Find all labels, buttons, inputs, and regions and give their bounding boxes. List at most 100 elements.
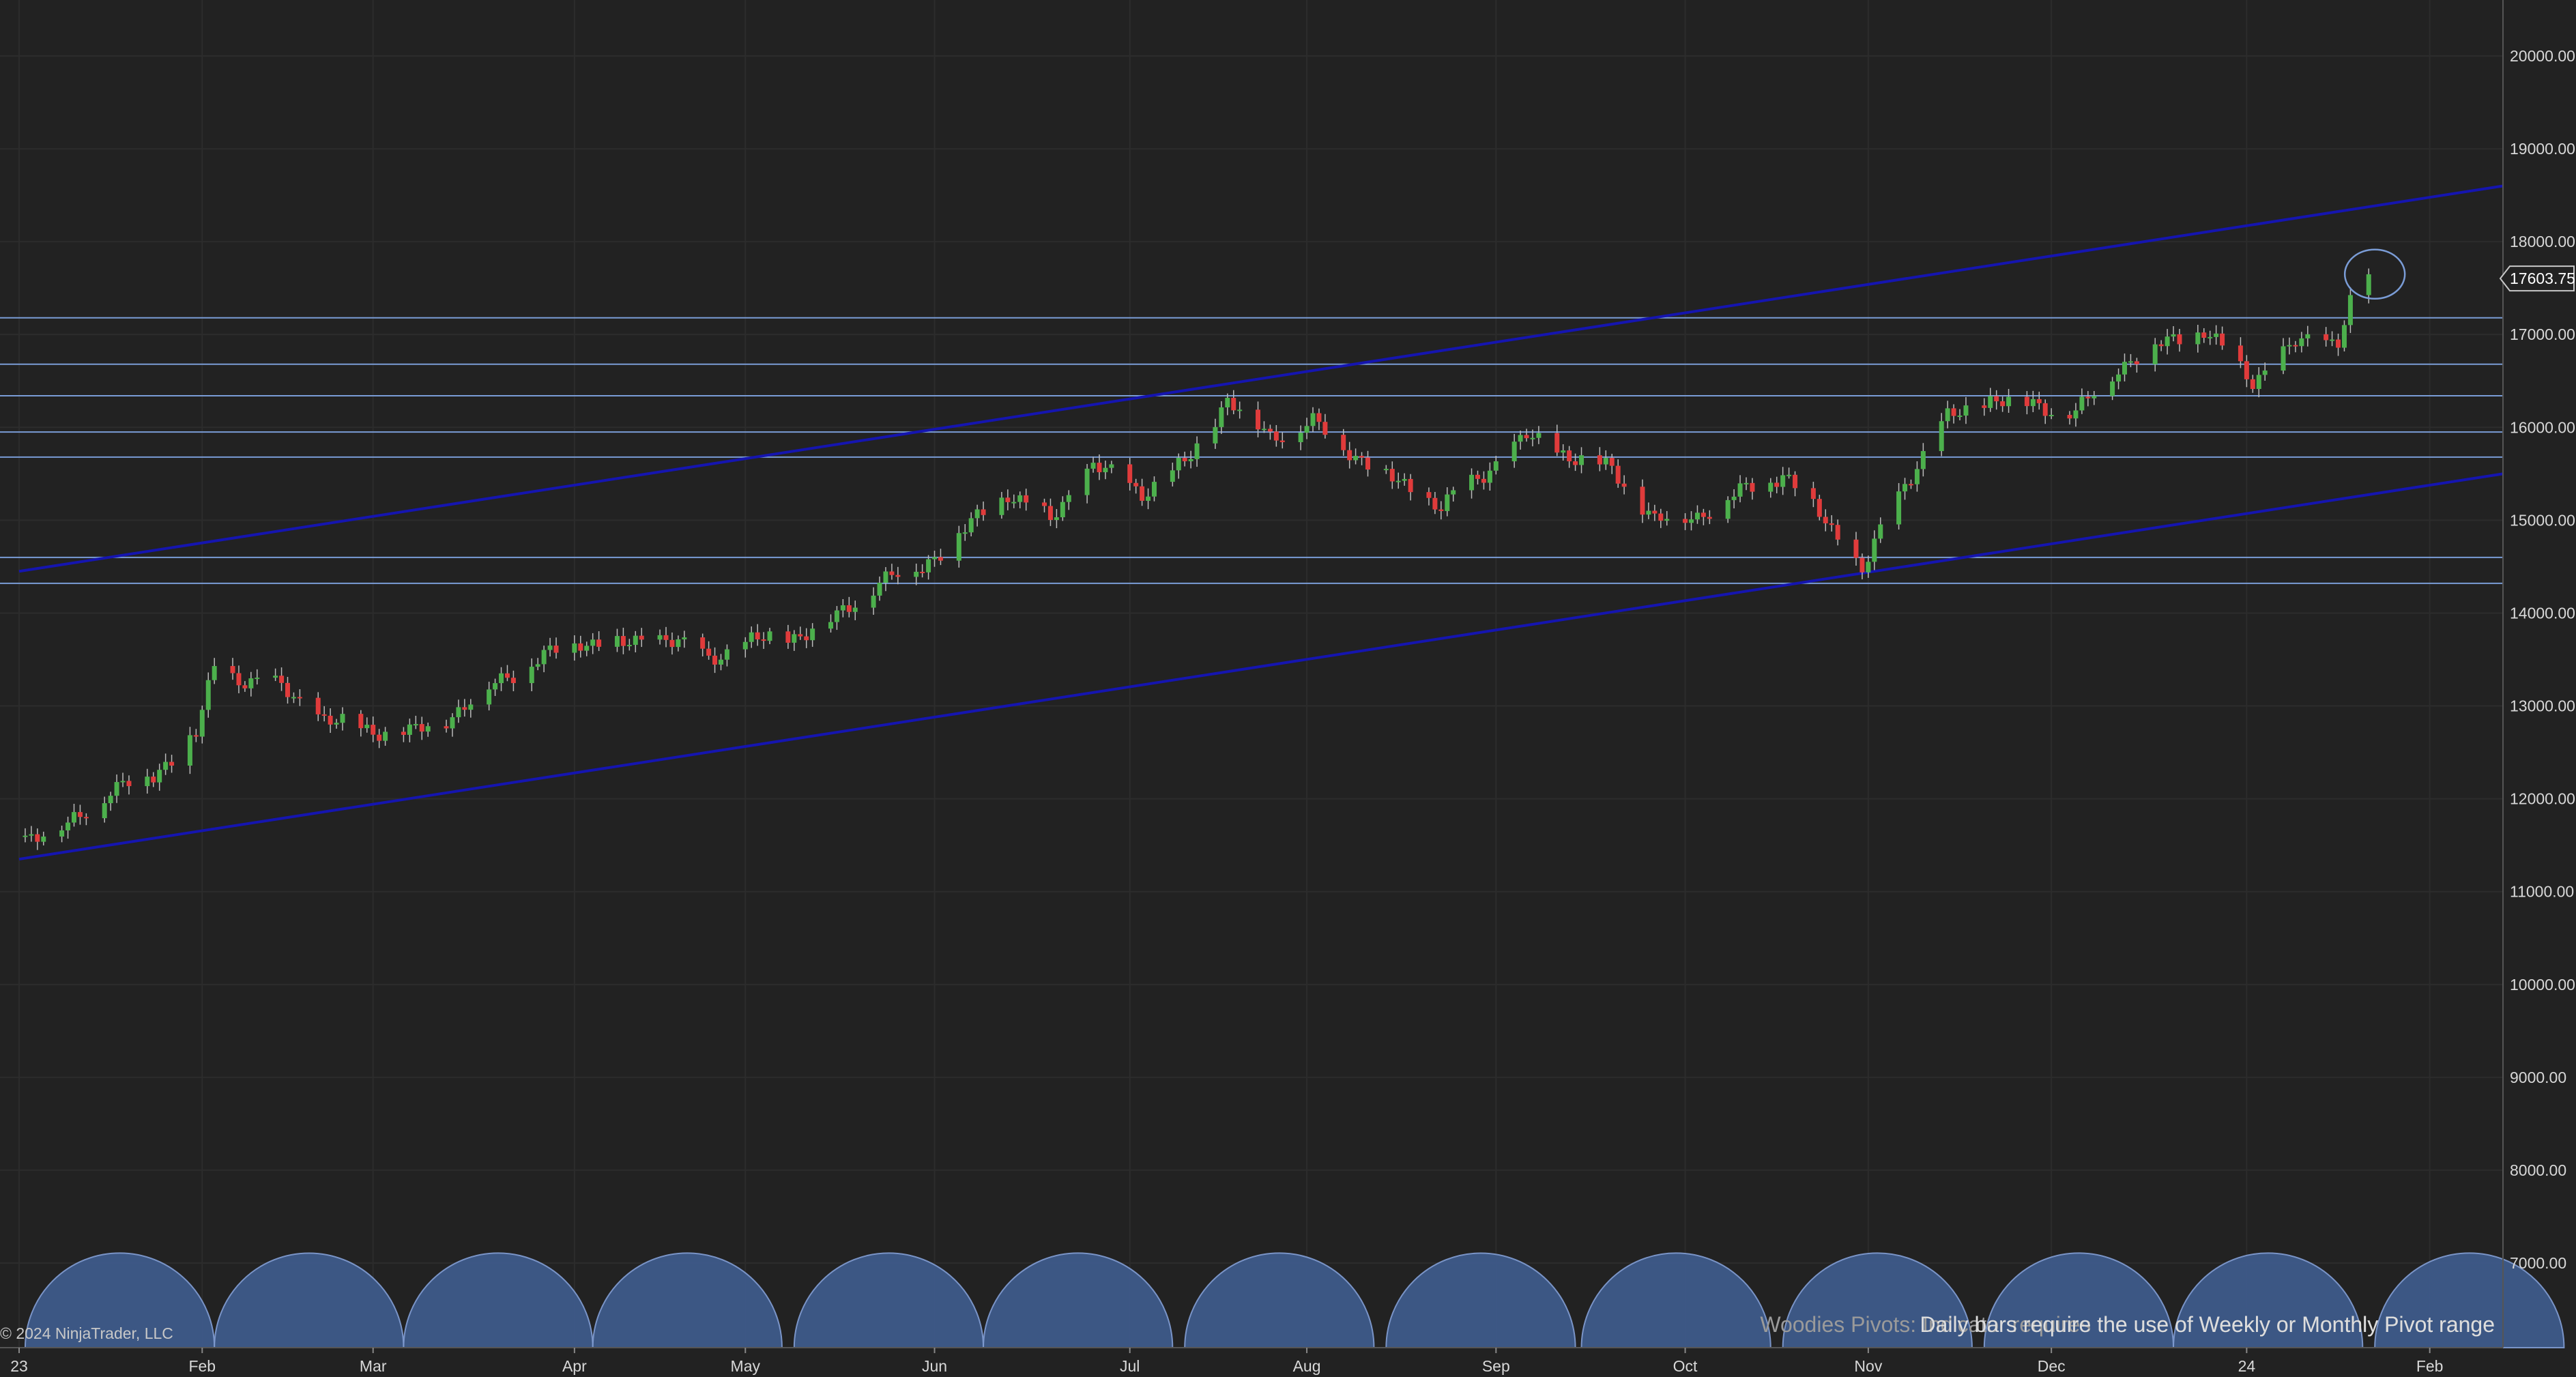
price-axis-tick-label: 9000.00 xyxy=(2510,1069,2566,1086)
price-axis-tick-label: 13000.00 xyxy=(2510,697,2575,715)
candle-body-down xyxy=(230,666,235,673)
candle xyxy=(1316,408,1322,431)
candle xyxy=(1768,478,1774,498)
candle xyxy=(1219,401,1224,434)
candle-body-down xyxy=(2067,415,2072,419)
candle xyxy=(1279,432,1285,449)
candle xyxy=(1878,517,1883,543)
candle-body-down xyxy=(1047,506,1053,521)
candle xyxy=(1090,456,1096,473)
candle xyxy=(114,774,119,803)
candle-body-down xyxy=(895,575,901,577)
candle-body-up xyxy=(1786,474,1792,476)
candle xyxy=(578,635,583,658)
candle xyxy=(1737,475,1743,503)
candle xyxy=(895,566,901,585)
candle-body-up xyxy=(1939,421,1944,452)
candle-body-down xyxy=(1256,409,1261,430)
candle-body-up xyxy=(205,680,211,710)
candle-body-up xyxy=(584,646,590,651)
time-axis-tick-label: Dec xyxy=(2038,1357,2066,1375)
candle-body-up xyxy=(1353,456,1359,461)
candle-body-down xyxy=(1133,482,1139,487)
candle xyxy=(1896,482,1902,530)
candle-body-down xyxy=(1182,457,1187,461)
candle-body-up xyxy=(1988,396,1993,408)
candle-body-up xyxy=(23,835,28,837)
candle-body-down xyxy=(712,655,718,665)
candle xyxy=(2293,340,2298,353)
trend-channel[interactable] xyxy=(18,184,2504,861)
time-axis[interactable]: 23 Feb Mar Apr May Jun Jul Aug Sep Oct Nov Dec 24 Feb xyxy=(10,1348,2443,1375)
drawing-objects[interactable] xyxy=(2343,248,2406,300)
candle xyxy=(66,816,71,839)
candle-body-up xyxy=(2079,396,2085,411)
horizontal-level-lines[interactable] xyxy=(0,317,2503,584)
candle-body-up xyxy=(2305,334,2311,338)
candle-body-up xyxy=(1310,413,1316,426)
candle xyxy=(1389,461,1395,489)
candle xyxy=(413,715,418,729)
candle-body-up xyxy=(871,595,876,608)
candle xyxy=(724,644,729,667)
cycle-arc xyxy=(2173,1252,2364,1348)
candle-body-down xyxy=(846,605,852,612)
channel-line-lower[interactable] xyxy=(18,472,2504,861)
candle xyxy=(108,792,113,811)
candle xyxy=(1664,510,1670,526)
candle-body-up xyxy=(877,583,882,596)
candle xyxy=(1597,447,1602,472)
candle xyxy=(2341,320,2347,352)
candle xyxy=(2006,388,2012,413)
candle xyxy=(767,628,772,645)
candle xyxy=(2073,403,2079,427)
candle xyxy=(291,692,296,704)
candle-body-up xyxy=(1219,407,1224,427)
candle-body-up xyxy=(572,643,577,653)
candle xyxy=(1310,407,1316,433)
candle-body-up xyxy=(1493,461,1499,471)
candle-body-up xyxy=(719,659,724,665)
time-axis-tick-label: 24 xyxy=(2238,1357,2256,1375)
price-axis[interactable]: 7000.00 8000.00 9000.00 10000.00 11000.00 120… xyxy=(2510,47,2575,1272)
candle xyxy=(1469,468,1475,499)
candle-body-up xyxy=(1261,429,1267,431)
candle xyxy=(1609,454,1615,474)
candle xyxy=(541,646,547,673)
candle-body-up xyxy=(1896,491,1902,525)
candle xyxy=(926,555,931,580)
channel-line-upper[interactable] xyxy=(18,184,2504,573)
candle-body-up xyxy=(1469,474,1475,491)
candle xyxy=(871,587,876,615)
candle xyxy=(1353,448,1359,465)
candle xyxy=(1054,508,1059,529)
candle xyxy=(626,639,632,651)
candle xyxy=(450,713,455,737)
price-axis-tick-label: 7000.00 xyxy=(2510,1254,2566,1272)
candle-body-down xyxy=(1810,488,1816,499)
candle-body-up xyxy=(1109,464,1114,468)
candle-body-down xyxy=(1597,455,1602,465)
candle xyxy=(596,631,602,652)
candle xyxy=(41,831,46,845)
candle xyxy=(1042,498,1047,512)
candle xyxy=(1395,472,1401,489)
candle-body-down xyxy=(2201,332,2207,338)
candle-body-down xyxy=(83,817,89,819)
candle-body-down xyxy=(444,726,449,729)
highlight-circle[interactable] xyxy=(2343,248,2406,300)
candle-body-down xyxy=(315,697,321,714)
candle-body-down xyxy=(1951,408,1956,416)
candle xyxy=(639,628,644,648)
candle xyxy=(956,525,961,568)
candle xyxy=(401,727,406,742)
candle-body-up xyxy=(2195,332,2201,345)
candle-body-up xyxy=(102,803,107,819)
candle-body-down xyxy=(35,834,40,842)
candle xyxy=(1707,510,1712,525)
candle xyxy=(1536,426,1542,444)
candle-body-down xyxy=(1097,463,1102,473)
candle xyxy=(1060,496,1065,521)
